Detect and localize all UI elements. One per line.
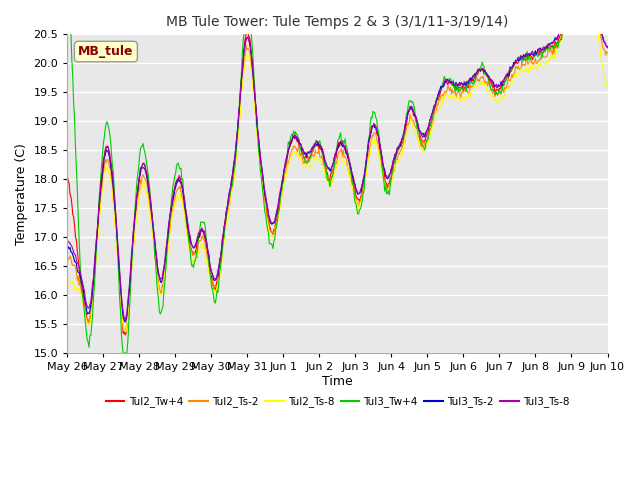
Tul2_Tw+4 [121,332,129,338]
Tul2_Ts-8 [383,189,390,194]
Tul2_Tw+4 [383,181,390,187]
Tul2_Tw+4 [425,124,433,130]
Tul2_Ts-2 [308,152,316,158]
Tul2_Ts-2 [471,80,479,85]
Tul3_Ts-8 [204,242,211,248]
Tul2_Tw+4 [471,74,479,80]
Tul3_Ts-2 [63,244,71,250]
Tul2_Ts-8 [308,161,316,167]
Tul3_Ts-2 [425,122,433,128]
Tul2_Ts-2 [121,329,129,335]
Line: Tul2_Ts-8: Tul2_Ts-8 [67,5,607,332]
Tul3_Ts-2 [562,2,570,8]
Legend: Tul2_Tw+4, Tul2_Ts-2, Tul2_Ts-8, Tul3_Tw+4, Tul3_Ts-2, Tul3_Ts-8: Tul2_Tw+4, Tul2_Ts-2, Tul2_Ts-8, Tul3_Tw… [102,392,573,412]
Line: Tul2_Tw+4: Tul2_Tw+4 [67,5,607,335]
Tul3_Ts-8 [121,317,129,323]
Tul2_Ts-8 [122,329,130,335]
Tul3_Ts-8 [160,264,168,270]
Line: Tul3_Ts-2: Tul3_Ts-2 [67,5,607,322]
Tul2_Ts-2 [63,258,71,264]
Tul3_Ts-8 [604,45,611,50]
Tul2_Ts-2 [604,50,611,56]
Line: Tul2_Ts-2: Tul2_Ts-2 [67,5,607,332]
Tul2_Ts-8 [425,136,433,142]
Tul2_Ts-8 [204,260,211,265]
Line: Tul3_Tw+4: Tul3_Tw+4 [67,5,607,353]
Tul3_Tw+4 [383,191,390,196]
Tul3_Ts-2 [121,319,129,325]
Tul3_Ts-2 [308,144,316,150]
Tul3_Tw+4 [204,242,211,248]
Tul2_Ts-8 [604,85,611,91]
Tul3_Ts-2 [160,267,168,273]
Tul2_Ts-2 [160,276,168,282]
Tul2_Tw+4 [308,144,316,150]
Tul3_Ts-2 [383,173,390,179]
Tul2_Ts-8 [471,84,479,89]
Text: MB_tule: MB_tule [78,45,134,58]
Tul3_Tw+4 [425,131,433,136]
Tul2_Tw+4 [63,173,71,179]
Tul3_Tw+4 [63,2,71,8]
Line: Tul3_Ts-8: Tul3_Ts-8 [67,5,607,320]
Tul3_Tw+4 [471,77,479,83]
Tul2_Ts-2 [425,133,433,139]
Tul2_Tw+4 [604,2,611,8]
Tul3_Tw+4 [120,350,127,356]
Tul3_Tw+4 [604,2,611,8]
Tul2_Tw+4 [563,2,571,8]
Tul3_Ts-2 [471,71,479,76]
Tul3_Ts-8 [471,74,479,80]
Tul2_Tw+4 [204,247,211,252]
Tul2_Ts-2 [383,185,390,191]
Tul2_Ts-2 [204,254,211,260]
Tul3_Ts-8 [308,146,316,152]
Tul3_Tw+4 [160,290,168,296]
Tul3_Ts-8 [562,2,570,8]
Tul3_Ts-2 [604,44,611,49]
Tul3_Ts-8 [63,237,71,243]
Tul2_Ts-8 [160,284,168,290]
Tul2_Tw+4 [160,276,168,282]
Tul3_Ts-8 [383,175,390,181]
X-axis label: Time: Time [322,375,353,388]
Title: MB Tule Tower: Tule Temps 2 & 3 (3/1/11-3/19/14): MB Tule Tower: Tule Temps 2 & 3 (3/1/11-… [166,15,509,29]
Tul2_Ts-8 [564,2,572,8]
Tul2_Ts-2 [564,2,572,8]
Tul3_Tw+4 [308,149,316,155]
Y-axis label: Temperature (C): Temperature (C) [15,143,28,245]
Tul3_Ts-8 [425,122,433,128]
Tul2_Ts-8 [63,282,71,288]
Tul3_Ts-2 [204,243,211,249]
